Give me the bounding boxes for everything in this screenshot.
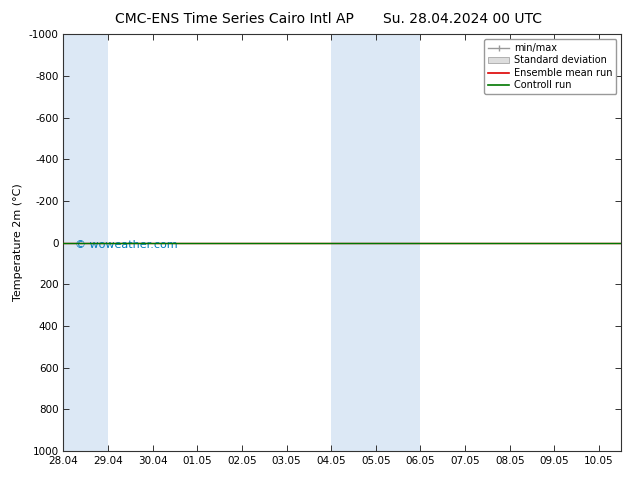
- Bar: [63, 34, 108, 451]
- Y-axis label: Temperature 2m (°C): Temperature 2m (°C): [13, 184, 23, 301]
- Text: Su. 28.04.2024 00 UTC: Su. 28.04.2024 00 UTC: [384, 12, 542, 26]
- Text: © woweather.com: © woweather.com: [75, 241, 177, 250]
- Text: CMC-ENS Time Series Cairo Intl AP: CMC-ENS Time Series Cairo Intl AP: [115, 12, 354, 26]
- Legend: min/max, Standard deviation, Ensemble mean run, Controll run: min/max, Standard deviation, Ensemble me…: [484, 39, 616, 94]
- Bar: [331, 34, 420, 451]
